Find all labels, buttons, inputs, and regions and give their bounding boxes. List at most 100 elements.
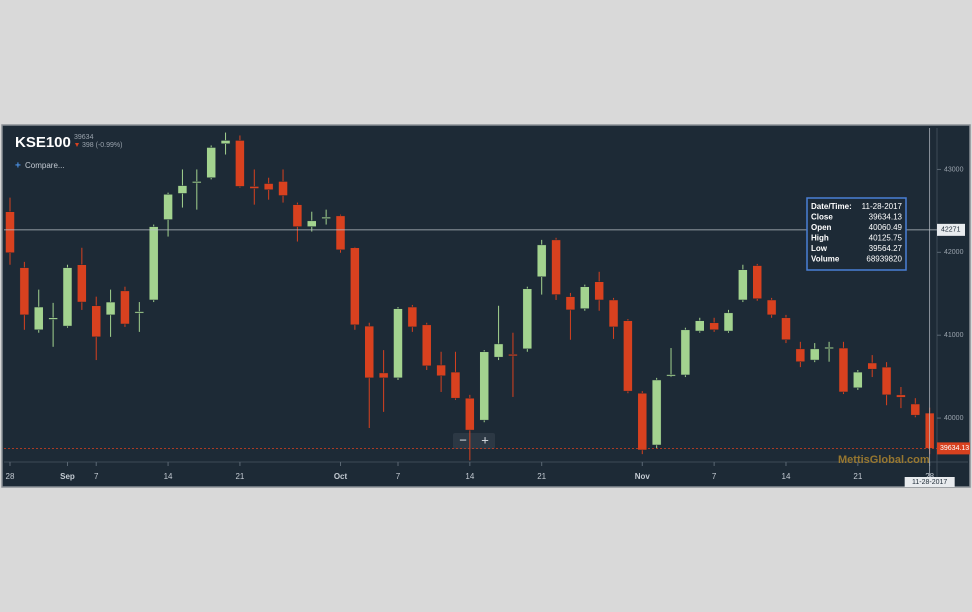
x-tick-label: 14 <box>164 472 173 481</box>
candle-body <box>623 320 633 392</box>
candle-body <box>881 366 892 396</box>
candle-body <box>594 281 604 301</box>
candle-body <box>867 362 877 370</box>
candle-body <box>220 140 231 144</box>
candle-body <box>206 147 216 178</box>
candle-body <box>235 140 245 187</box>
candle-body <box>479 351 489 421</box>
zoom-out[interactable]: − <box>459 432 467 447</box>
candle-body <box>580 286 590 309</box>
candle-body <box>565 296 576 311</box>
candle-body <box>134 311 145 314</box>
watermark: MettisGlobal.com <box>838 454 930 466</box>
candle-body <box>177 185 188 194</box>
candle-body <box>781 317 791 341</box>
candle-body <box>5 211 15 253</box>
candle-body <box>651 379 662 446</box>
candle-body <box>450 371 461 399</box>
y-tick-label: 43000 <box>944 166 964 173</box>
candle-body <box>407 306 418 328</box>
candle-body <box>709 322 719 331</box>
candle-body <box>148 226 159 301</box>
candle-body <box>350 247 360 326</box>
tooltip-value: 11-28-2017 <box>862 202 903 211</box>
candle-body <box>120 290 130 325</box>
candle-body <box>795 348 806 362</box>
candle-body <box>738 269 748 301</box>
candle-body <box>292 204 303 227</box>
candle-body <box>192 181 202 184</box>
candle-body <box>910 403 921 416</box>
x-tick-label: 21 <box>853 472 862 481</box>
tooltip-label: Low <box>811 244 828 253</box>
y-tick-label: 42000 <box>944 249 964 256</box>
candle-body <box>695 320 705 332</box>
candle-body <box>853 371 863 389</box>
x-tick-label: 21 <box>537 472 546 481</box>
candle-body <box>62 267 73 327</box>
chart-panel <box>1 124 971 488</box>
crosshair-y-label: 42271 <box>941 227 961 234</box>
candle-body <box>536 244 547 278</box>
chart-title: KSE100 <box>15 134 71 151</box>
compare-plus[interactable]: + <box>15 161 21 172</box>
candle-body <box>421 324 432 367</box>
candle-body <box>680 329 691 376</box>
candle-body <box>278 181 288 196</box>
candle-body <box>163 194 173 220</box>
candle-body <box>249 186 260 189</box>
candle-body <box>752 265 762 299</box>
candle-body <box>19 267 30 316</box>
candle-body <box>637 392 648 451</box>
zoom-controls <box>453 433 495 449</box>
tooltip-label: Close <box>811 213 833 222</box>
zoom-in[interactable]: + <box>481 432 489 447</box>
change-text: 398 (-0.99%) <box>82 142 122 149</box>
x-tick-label: 14 <box>782 472 791 481</box>
tooltip-label: High <box>811 234 829 243</box>
tooltip-value: 40060.49 <box>869 223 903 232</box>
y-tick-label: 40000 <box>944 415 964 422</box>
candle-body <box>608 299 619 328</box>
x-tick-label: 7 <box>396 472 401 481</box>
candle-body <box>508 354 518 357</box>
candle-body <box>263 183 274 190</box>
crosshair-y-box <box>937 223 965 236</box>
candle-body <box>321 216 331 219</box>
x-tick-label: 21 <box>235 472 244 481</box>
candle-body <box>666 374 676 377</box>
last-price-label: 39634.13 <box>940 445 969 452</box>
compare-button[interactable]: Compare... <box>25 161 65 170</box>
x-tick-label: Nov <box>635 472 651 481</box>
candle-body <box>838 347 849 393</box>
candle-body <box>522 288 533 350</box>
tooltip-label: Volume <box>811 255 840 264</box>
down-arrow <box>75 143 79 147</box>
candle-body <box>809 348 820 361</box>
candle-body <box>378 372 389 379</box>
candle-body <box>465 397 475 431</box>
candle-body <box>307 220 317 227</box>
candle-body <box>824 346 834 349</box>
candle-body <box>393 308 403 379</box>
tooltip <box>806 197 907 271</box>
tooltip-label: Open <box>811 223 832 232</box>
y-tick-label: 41000 <box>944 332 964 339</box>
x-tick-label: 7 <box>94 472 99 481</box>
last-price-box <box>937 442 970 455</box>
crosshair-x-box <box>904 477 955 487</box>
candle-body <box>105 301 116 316</box>
x-tick-label: Oct <box>334 472 348 481</box>
candle-body <box>91 305 101 338</box>
x-tick-label: 7 <box>712 472 717 481</box>
x-tick-label: Sep <box>60 472 75 481</box>
candle-body <box>896 394 906 398</box>
tooltip-label: Date/Time: <box>811 202 852 211</box>
candle-body <box>436 364 446 377</box>
candle-body <box>335 215 346 251</box>
tooltip-value: 39634.13 <box>869 213 903 222</box>
price-text: 39634 <box>74 134 94 141</box>
x-tick-label: 14 <box>465 472 474 481</box>
candle-body <box>77 264 87 303</box>
